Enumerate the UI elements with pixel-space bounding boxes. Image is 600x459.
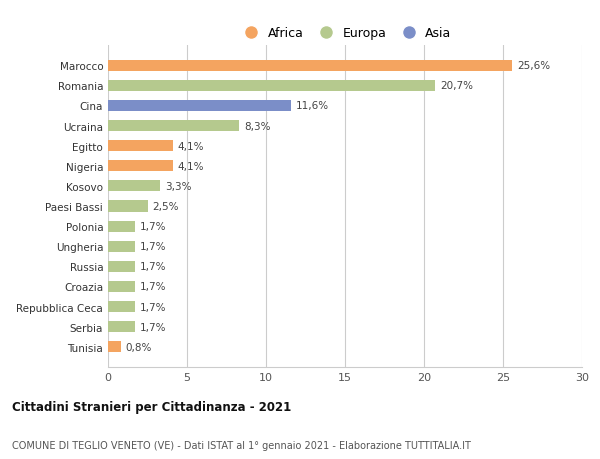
Bar [108,121,239,132]
Bar [108,81,435,92]
Bar [108,101,291,112]
Legend: Africa, Europa, Asia: Africa, Europa, Asia [235,23,455,44]
Text: 1,7%: 1,7% [140,222,166,232]
Bar [108,302,135,313]
Text: 1,7%: 1,7% [140,322,166,332]
Text: 1,7%: 1,7% [140,282,166,292]
Bar [108,281,135,292]
Text: 2,5%: 2,5% [152,202,179,212]
Bar [108,261,135,272]
Bar [108,341,121,353]
Text: COMUNE DI TEGLIO VENETO (VE) - Dati ISTAT al 1° gennaio 2021 - Elaborazione TUTT: COMUNE DI TEGLIO VENETO (VE) - Dati ISTA… [12,440,471,450]
Bar [108,321,135,332]
Text: 1,7%: 1,7% [140,302,166,312]
Text: 25,6%: 25,6% [517,61,550,71]
Text: 0,8%: 0,8% [125,342,152,352]
Bar [108,141,173,152]
Text: 1,7%: 1,7% [140,262,166,272]
Text: 4,1%: 4,1% [178,162,204,171]
Text: 11,6%: 11,6% [296,101,329,111]
Bar [108,221,135,232]
Text: 3,3%: 3,3% [165,181,191,191]
Text: 20,7%: 20,7% [440,81,473,91]
Bar [108,161,173,172]
Text: 8,3%: 8,3% [244,121,271,131]
Text: 4,1%: 4,1% [178,141,204,151]
Text: 1,7%: 1,7% [140,242,166,252]
Text: Cittadini Stranieri per Cittadinanza - 2021: Cittadini Stranieri per Cittadinanza - 2… [12,400,291,413]
Bar [108,201,148,212]
Bar [108,181,160,192]
Bar [108,61,512,72]
Bar [108,241,135,252]
